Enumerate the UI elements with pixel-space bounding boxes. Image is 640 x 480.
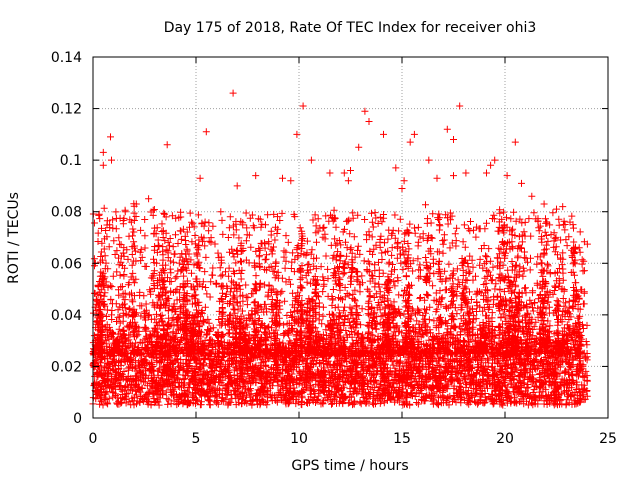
y-tick-label: 0 (73, 411, 82, 427)
roti-data-markers (89, 89, 591, 409)
x-tick-label: 10 (290, 431, 308, 447)
x-tick-labels: 0 5 10 15 20 25 (89, 431, 617, 447)
x-tick-label: 25 (599, 431, 617, 447)
y-tick-label: 0.04 (51, 308, 82, 324)
y-tick-label: 0.06 (51, 256, 82, 272)
y-tick-label: 0.02 (51, 359, 82, 375)
x-tick-label: 15 (393, 431, 411, 447)
y-tick-labels: 0 0.02 0.04 0.06 0.08 0.1 0.12 0.14 (51, 50, 82, 427)
x-tick-label: 20 (496, 431, 514, 447)
x-tick-label: 5 (192, 431, 201, 447)
chart-title: Day 175 of 2018, Rate Of TEC Index for r… (164, 20, 537, 36)
plot-frame (92, 56, 609, 419)
data-points (89, 89, 591, 409)
y-tick-label: 0.14 (51, 50, 82, 66)
axis-ticks (92, 56, 609, 419)
x-tick-label: 0 (89, 431, 98, 447)
y-tick-label: 0.12 (51, 102, 82, 118)
x-axis-label: GPS time / hours (291, 458, 408, 474)
y-tick-label: 0.08 (51, 205, 82, 221)
y-axis-label: ROTI / TECUs (6, 192, 22, 284)
y-tick-label: 0.1 (60, 153, 82, 169)
